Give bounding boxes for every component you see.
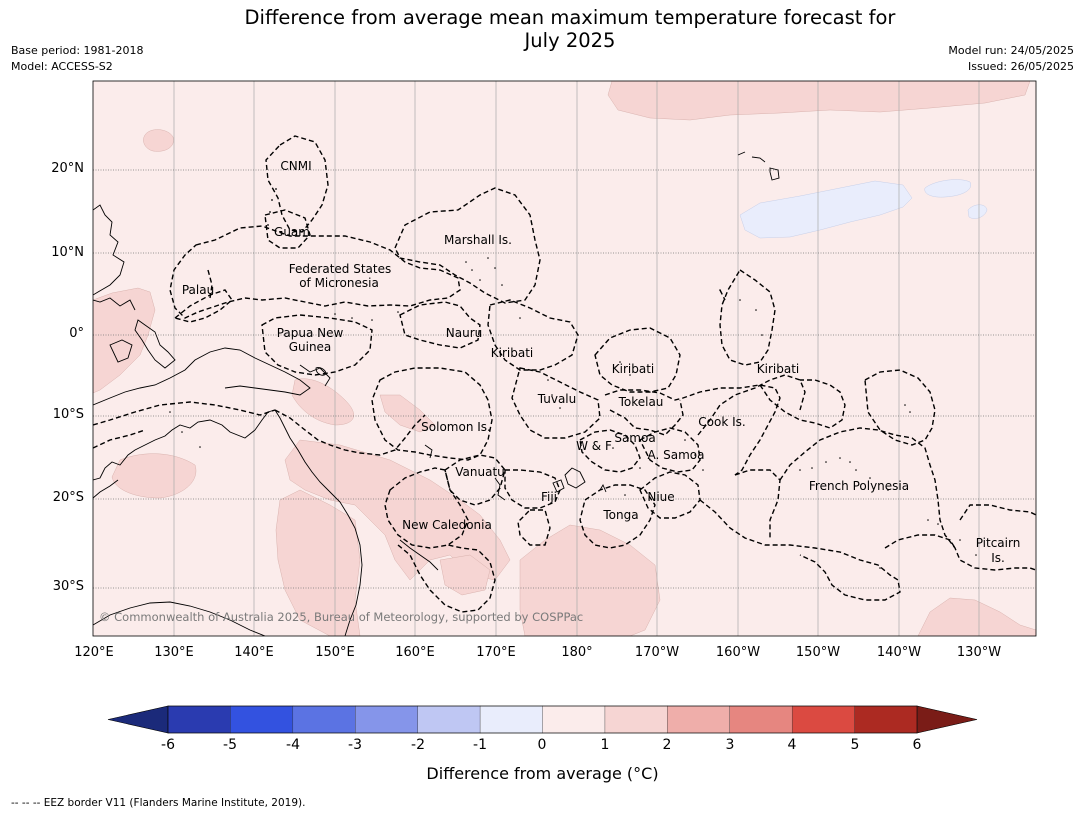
issued-date: Issued: 26/05/2025 bbox=[967, 60, 1074, 73]
colorbar-tick: -1 bbox=[473, 737, 487, 753]
colorbar-tick: -2 bbox=[411, 737, 425, 753]
colorbar-tick: 2 bbox=[662, 737, 672, 753]
region-label-png-line1: Papua New bbox=[276, 326, 344, 340]
colorbar-block bbox=[667, 705, 731, 734]
colorbar-block bbox=[167, 705, 231, 734]
region-label-wallis-futuna: W & F bbox=[576, 439, 612, 453]
meta-left: Base period: 1981-2018 Model: ACCESS-S2 bbox=[11, 43, 143, 75]
colorbar-high-extension bbox=[916, 705, 978, 734]
base-period: Base period: 1981-2018 bbox=[11, 44, 144, 57]
parallels bbox=[93, 169, 1036, 589]
region-label-new-caledonia: New Caledonia bbox=[402, 518, 492, 532]
region-label-marshall: Marshall Is. bbox=[444, 233, 512, 247]
colorbar bbox=[107, 705, 978, 734]
warm-anomaly-patches bbox=[93, 81, 1036, 636]
region-label-kiribati-east: Kiribati bbox=[756, 362, 800, 376]
region-label-png-line2: Guinea bbox=[288, 340, 332, 354]
lon-label-160e: 160°E bbox=[395, 645, 435, 660]
region-label-fiji: Fiji bbox=[540, 490, 558, 504]
lat-label-30s: 30°S bbox=[52, 579, 84, 594]
region-label-cnmi: CNMI bbox=[280, 159, 312, 173]
colorbar-tick: 4 bbox=[787, 737, 797, 753]
region-label-cook: Cook Is. bbox=[698, 415, 746, 429]
map-area bbox=[93, 81, 1036, 636]
colorbar-block bbox=[604, 705, 668, 734]
colorbar-blocks bbox=[167, 705, 918, 734]
model-name: Model: ACCESS-S2 bbox=[11, 60, 113, 73]
colorbar-tick: -5 bbox=[223, 737, 237, 753]
lat-label-10s: 10°S bbox=[52, 407, 84, 422]
lon-label-180: 180° bbox=[561, 645, 593, 660]
island-dots bbox=[169, 188, 977, 569]
region-label-pitcairn-line2: Is. bbox=[991, 551, 1005, 565]
region-label-tokelau: Tokelau bbox=[618, 395, 664, 409]
colorbar-block bbox=[542, 705, 606, 734]
colorbar-tick: 3 bbox=[725, 737, 735, 753]
lat-label-20n: 20°N bbox=[51, 161, 84, 176]
region-label-nauru: Nauru bbox=[445, 326, 483, 340]
colorbar-tick: 5 bbox=[850, 737, 860, 753]
colorbar-block bbox=[729, 705, 793, 734]
title-line-2: July 2025 bbox=[524, 29, 616, 52]
lon-label-150e: 150°E bbox=[315, 645, 355, 660]
meta-right: Model run: 24/05/2025 Issued: 26/05/2025 bbox=[948, 43, 1074, 75]
lon-label-170e: 170°E bbox=[476, 645, 516, 660]
region-label-pitcairn-line1: Pitcairn bbox=[975, 536, 1021, 550]
region-label-solomon: Solomon Is. bbox=[421, 420, 491, 434]
lat-label-10n: 10°N bbox=[51, 245, 84, 260]
region-label-american-samoa: A. Samoa bbox=[647, 448, 705, 462]
lon-label-120e: 120°E bbox=[74, 645, 114, 660]
meridians bbox=[173, 81, 980, 636]
colorbar-tick: -6 bbox=[161, 737, 175, 753]
region-label-fsm-line2: of Micronesia bbox=[299, 276, 379, 290]
region-label-fsm-line1: Federated States bbox=[288, 262, 392, 276]
copyright-notice: © Commonwealth of Australia 2025, Bureau… bbox=[99, 610, 584, 624]
colorbar-tick: -3 bbox=[348, 737, 362, 753]
region-label-palau: Palau bbox=[181, 283, 215, 297]
region-label-tuvalu: Tuvalu bbox=[537, 392, 577, 406]
lat-label-0: 0° bbox=[69, 326, 84, 341]
coastlines bbox=[93, 151, 780, 636]
region-label-vanuatu: Vanuatu bbox=[455, 465, 505, 479]
colorbar-tick: -4 bbox=[286, 737, 300, 753]
colorbar-tick: 0 bbox=[537, 737, 547, 753]
colorbar-block bbox=[292, 705, 356, 734]
model-run: Model run: 24/05/2025 bbox=[948, 44, 1074, 57]
colorbar-block bbox=[355, 705, 419, 734]
lon-label-140e: 140°E bbox=[234, 645, 274, 660]
colorbar-low-extension bbox=[107, 705, 169, 734]
map-frame bbox=[92, 80, 1037, 637]
lon-label-130e: 130°E bbox=[154, 645, 194, 660]
lon-label-160w: 160°W bbox=[715, 645, 761, 660]
lon-label-170w: 170°W bbox=[634, 645, 680, 660]
cool-anomaly-patches bbox=[739, 179, 988, 239]
region-label-kiribati-central: Kiribati bbox=[611, 362, 655, 376]
map-title: Difference from average mean maximum tem… bbox=[170, 6, 970, 52]
colorbar-block bbox=[230, 705, 294, 734]
region-label-guam: Guam bbox=[274, 225, 310, 239]
eez-footnote: -- -- -- EEZ border V11 (Flanders Marine… bbox=[11, 797, 306, 809]
lon-label-130w: 130°W bbox=[956, 645, 1002, 660]
region-label-niue: Niue bbox=[647, 490, 675, 504]
eez-borders bbox=[93, 135, 1036, 613]
colorbar-block bbox=[854, 705, 918, 734]
colorbar-tick: 1 bbox=[600, 737, 610, 753]
colorbar-tick: 6 bbox=[912, 737, 922, 753]
title-line-1: Difference from average mean maximum tem… bbox=[244, 6, 896, 29]
colorbar-block bbox=[417, 705, 481, 734]
region-label-kiribati-west: Kiribati bbox=[490, 346, 534, 360]
colorbar-label: Difference from average (°C) bbox=[426, 764, 659, 783]
region-label-samoa: Samoa bbox=[614, 431, 656, 445]
colorbar-outline bbox=[167, 705, 918, 734]
colorbar-block bbox=[791, 705, 856, 734]
region-label-tonga: Tonga bbox=[603, 508, 639, 522]
region-label-french-polynesia: French Polynesia bbox=[808, 479, 910, 493]
colorbar-block bbox=[479, 705, 543, 734]
lon-label-150w: 150°W bbox=[795, 645, 841, 660]
lon-label-140w: 140°W bbox=[876, 645, 922, 660]
lat-label-20s: 20°S bbox=[52, 490, 84, 505]
